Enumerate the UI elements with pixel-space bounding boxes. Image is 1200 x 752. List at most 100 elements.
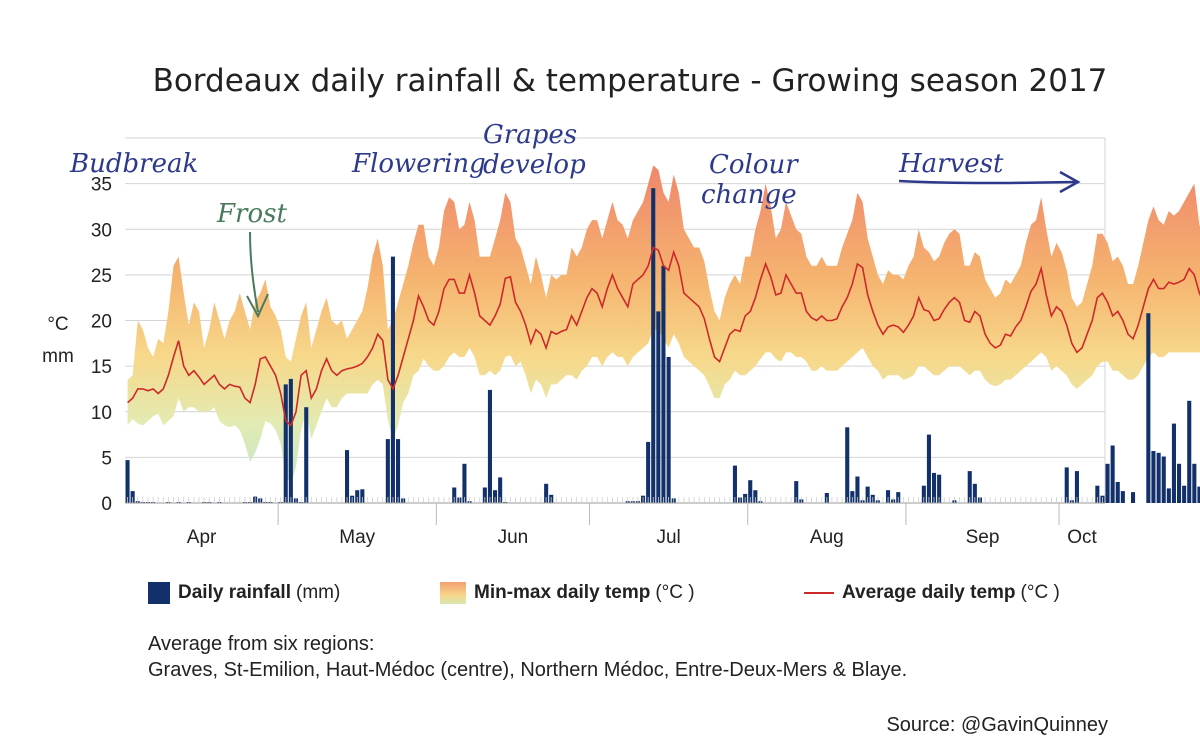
legend-unit-average-temp: (°C ) xyxy=(1020,582,1060,603)
rainfall-bar xyxy=(1105,463,1110,503)
harvest-arrow-head xyxy=(1059,170,1081,194)
legend: Daily rainfall (mm) Min-max daily temp (… xyxy=(148,582,1148,612)
rainfall-bar xyxy=(390,256,395,503)
legend-unit-rainfall: (mm) xyxy=(296,582,341,603)
rainfall-bar xyxy=(1131,492,1136,503)
rainfall-bar xyxy=(886,490,891,503)
rainfall-bar xyxy=(462,463,467,503)
note-line-2: Graves, St-Emilion, Haut-Médoc (centre),… xyxy=(148,659,908,681)
annotation-label: change xyxy=(701,180,797,210)
average-temp-line xyxy=(127,246,1200,427)
month-label: Aug xyxy=(810,527,844,548)
rainfall-bar xyxy=(396,439,401,503)
rainfall-bar xyxy=(748,480,753,503)
legend-swatch-average-temp xyxy=(804,592,834,594)
rainfall-bar xyxy=(937,474,942,503)
rainfall-bar xyxy=(1095,485,1100,503)
legend-unit-min-max-temp: (°C ) xyxy=(655,582,695,603)
annotation-label: Budbreak xyxy=(69,149,198,179)
rainfall-bar xyxy=(646,441,651,503)
y-tick-label: 15 xyxy=(91,357,112,378)
rainfall-bar xyxy=(304,407,309,503)
rainfall-bar xyxy=(1166,488,1171,503)
month-label: Oct xyxy=(1067,527,1097,548)
rainfall-bar xyxy=(865,486,870,503)
rainfall-bar xyxy=(656,311,661,503)
rainfall-bar xyxy=(1187,400,1192,503)
rainfall-bar xyxy=(125,460,130,503)
legend-item-rainfall: Daily rainfall (mm) xyxy=(148,582,340,604)
legend-item-min-max-temp: Min-max daily temp (°C ) xyxy=(440,582,695,604)
rainfall-bar xyxy=(972,483,977,503)
rainfall-bar xyxy=(1171,423,1176,503)
frost-arrow-shaft xyxy=(249,231,259,313)
rainfall-bar xyxy=(967,471,972,503)
rainfall-bar xyxy=(1110,445,1115,503)
annotation-label: Flowering xyxy=(351,149,486,179)
annotation-label: Grapes xyxy=(483,120,577,150)
legend-swatch-min-max-temp xyxy=(440,582,466,604)
rainfall-bar xyxy=(651,188,656,503)
rainfall-bar xyxy=(345,450,350,503)
chart: Bordeaux daily rainfall & temperature - … xyxy=(42,63,1200,548)
y-tick-label: 0 xyxy=(101,494,112,515)
rainfall-bar xyxy=(1151,451,1156,503)
legend-swatch-rainfall xyxy=(148,582,170,604)
month-label: Apr xyxy=(187,527,217,548)
rainfall-bar xyxy=(753,490,758,503)
rainfall-bar xyxy=(1120,491,1125,503)
rainfall-bar xyxy=(355,490,360,503)
rainfall-bar xyxy=(1064,467,1069,503)
rainfall-bar xyxy=(452,487,457,503)
harvest-arrow-shaft xyxy=(898,179,1076,185)
y-axis-label-mm: mm xyxy=(42,346,74,367)
rainfall-bar xyxy=(1156,452,1161,503)
rainfall-bar xyxy=(283,384,288,503)
month-label: Sep xyxy=(966,527,1000,548)
rainfall-bar xyxy=(1197,486,1200,503)
annotation-label: develop xyxy=(483,150,586,180)
rainfall-bar xyxy=(1115,482,1120,503)
y-tick-labels: 0 5 10 15 20 25 30 35 xyxy=(91,175,112,515)
rainfall-bar xyxy=(288,378,293,503)
month-label: Jun xyxy=(498,527,529,548)
legend-item-average-temp: Average daily temp (°C ) xyxy=(804,582,1060,604)
rainfall-bar xyxy=(921,485,926,503)
y-tick-label: 25 xyxy=(91,266,112,287)
rainfall-bar xyxy=(855,476,860,503)
rainfall-bar xyxy=(732,465,737,503)
rainfall-bar xyxy=(666,357,671,503)
rainfall-bar xyxy=(926,434,931,503)
legend-label-average-temp: Average daily temp xyxy=(842,582,1016,603)
rainfall-bar xyxy=(661,265,666,504)
rainfall-bar xyxy=(932,472,937,503)
rainfall-bar xyxy=(1161,456,1166,503)
source-credit: Source: @GavinQuinney xyxy=(886,714,1108,736)
rainfall-bar xyxy=(385,439,390,503)
rainfall-bar xyxy=(482,487,487,503)
annotation-label: Harvest xyxy=(898,149,1004,179)
rainfall-bar xyxy=(544,483,549,503)
rainfall-bar xyxy=(1146,313,1151,503)
rainfall-bar xyxy=(1074,471,1079,503)
annotation-label: Frost xyxy=(216,199,287,229)
rainfall-bar xyxy=(493,490,498,503)
rainfall-bar xyxy=(1182,485,1187,503)
month-label: May xyxy=(339,527,375,548)
y-tick-label: 20 xyxy=(91,312,112,333)
rainfall-bar xyxy=(794,481,799,503)
y-tick-label: 35 xyxy=(91,175,112,196)
annotation-label: Colour xyxy=(709,150,799,180)
chart-title: Bordeaux daily rainfall & temperature - … xyxy=(153,63,1108,99)
y-tick-label: 10 xyxy=(91,403,112,424)
rainfall-bar xyxy=(1192,463,1197,503)
month-label: Jul xyxy=(656,527,680,548)
legend-label-rainfall: Daily rainfall xyxy=(178,582,291,603)
rainfall-bar xyxy=(498,477,503,503)
legend-label-min-max-temp: Min-max daily temp xyxy=(474,582,651,603)
y-tick-label: 5 xyxy=(101,448,112,469)
y-axis-label-celsius: °C xyxy=(47,314,68,335)
rainfall-bar xyxy=(487,389,492,503)
frost-arrow-head xyxy=(246,293,269,319)
